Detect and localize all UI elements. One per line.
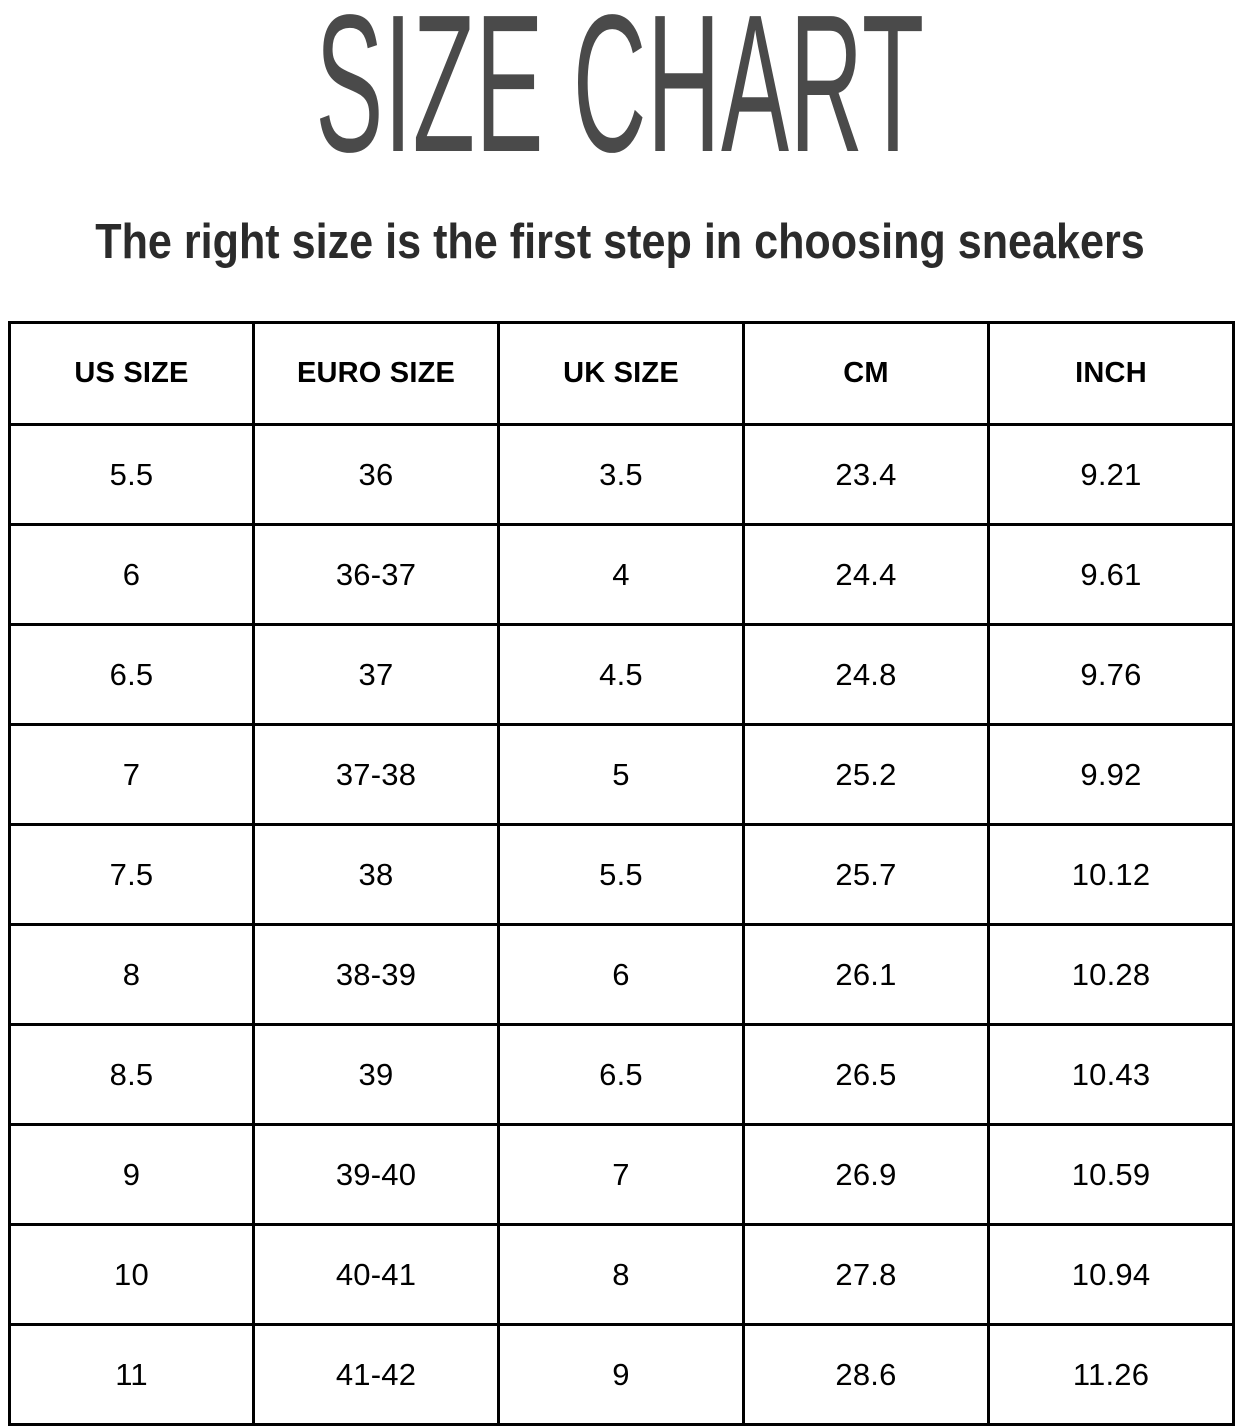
table-row: 8.5 39 6.5 26.5 10.43 — [8, 1023, 1235, 1126]
column-header-uk-size: UK SIZE — [497, 321, 745, 426]
table-row: 8 38-39 6 26.1 10.28 — [8, 923, 1235, 1026]
cell-uk-size: 9 — [497, 1323, 745, 1426]
cell-us-size: 10 — [8, 1223, 255, 1326]
table-row: 5.5 36 3.5 23.4 9.21 — [8, 423, 1235, 526]
cell-inch: 10.94 — [987, 1223, 1235, 1326]
cell-us-size: 9 — [8, 1123, 255, 1226]
cell-inch: 11.26 — [987, 1323, 1235, 1426]
cell-us-size: 8 — [8, 923, 255, 1026]
column-header-cm: CM — [742, 321, 990, 426]
cell-cm: 26.9 — [742, 1123, 990, 1226]
table-row: 6.5 37 4.5 24.8 9.76 — [8, 623, 1235, 726]
cell-us-size: 11 — [8, 1323, 255, 1426]
column-header-inch: INCH — [987, 321, 1235, 426]
cell-cm: 27.8 — [742, 1223, 990, 1326]
cell-cm: 23.4 — [742, 423, 990, 526]
cell-uk-size: 5 — [497, 723, 745, 826]
cell-uk-size: 3.5 — [497, 423, 745, 526]
cell-inch: 9.61 — [987, 523, 1235, 626]
cell-euro-size: 39 — [252, 1023, 500, 1126]
cell-euro-size: 41-42 — [252, 1323, 500, 1426]
table-header: US SIZE EURO SIZE UK SIZE CM INCH — [8, 321, 1235, 426]
table-row: 7 37-38 5 25.2 9.92 — [8, 723, 1235, 826]
cell-inch: 9.21 — [987, 423, 1235, 526]
table-row: 6 36-37 4 24.4 9.61 — [8, 523, 1235, 626]
cell-uk-size: 4.5 — [497, 623, 745, 726]
cell-us-size: 7 — [8, 723, 255, 826]
table-row: 11 41-42 9 28.6 11.26 — [8, 1323, 1235, 1426]
size-chart-table: US SIZE EURO SIZE UK SIZE CM INCH 5.5 36… — [8, 321, 1235, 1426]
cell-cm: 25.7 — [742, 823, 990, 926]
cell-euro-size: 37 — [252, 623, 500, 726]
cell-uk-size: 4 — [497, 523, 745, 626]
cell-inch: 9.76 — [987, 623, 1235, 726]
table-row: 10 40-41 8 27.8 10.94 — [8, 1223, 1235, 1326]
cell-cm: 25.2 — [742, 723, 990, 826]
size-chart-table-wrapper: US SIZE EURO SIZE UK SIZE CM INCH 5.5 36… — [8, 321, 1235, 1426]
cell-us-size: 6.5 — [8, 623, 255, 726]
cell-cm: 24.8 — [742, 623, 990, 726]
page-title: SIZE CHART — [315, 0, 925, 193]
cell-us-size: 6 — [8, 523, 255, 626]
page-subtitle: The right size is the first step in choo… — [95, 215, 1145, 269]
table-row: 7.5 38 5.5 25.7 10.12 — [8, 823, 1235, 926]
cell-inch: 10.59 — [987, 1123, 1235, 1226]
table-row: 9 39-40 7 26.9 10.59 — [8, 1123, 1235, 1226]
cell-uk-size: 5.5 — [497, 823, 745, 926]
cell-us-size: 5.5 — [8, 423, 255, 526]
cell-inch: 10.12 — [987, 823, 1235, 926]
cell-cm: 26.5 — [742, 1023, 990, 1126]
cell-euro-size: 36 — [252, 423, 500, 526]
cell-inch: 10.28 — [987, 923, 1235, 1026]
cell-inch: 9.92 — [987, 723, 1235, 826]
cell-cm: 26.1 — [742, 923, 990, 1026]
table-body: 5.5 36 3.5 23.4 9.21 6 36-37 4 24.4 9.61… — [8, 423, 1235, 1426]
table-header-row: US SIZE EURO SIZE UK SIZE CM INCH — [8, 321, 1235, 426]
cell-us-size: 8.5 — [8, 1023, 255, 1126]
cell-euro-size: 38 — [252, 823, 500, 926]
cell-euro-size: 40-41 — [252, 1223, 500, 1326]
column-header-euro-size: EURO SIZE — [252, 321, 500, 426]
cell-uk-size: 6.5 — [497, 1023, 745, 1126]
cell-euro-size: 38-39 — [252, 923, 500, 1026]
column-header-us-size: US SIZE — [8, 321, 255, 426]
cell-inch: 10.43 — [987, 1023, 1235, 1126]
cell-cm: 28.6 — [742, 1323, 990, 1426]
cell-uk-size: 6 — [497, 923, 745, 1026]
cell-euro-size: 37-38 — [252, 723, 500, 826]
cell-euro-size: 36-37 — [252, 523, 500, 626]
cell-cm: 24.4 — [742, 523, 990, 626]
cell-euro-size: 39-40 — [252, 1123, 500, 1226]
cell-uk-size: 7 — [497, 1123, 745, 1226]
cell-us-size: 7.5 — [8, 823, 255, 926]
cell-uk-size: 8 — [497, 1223, 745, 1326]
